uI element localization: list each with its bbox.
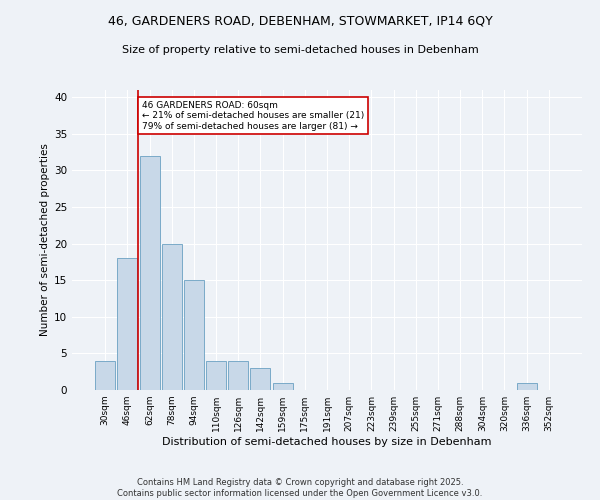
- Bar: [272, 382, 293, 390]
- Bar: [250, 368, 271, 390]
- Bar: [517, 382, 536, 390]
- Bar: [162, 244, 182, 390]
- Bar: [95, 360, 115, 390]
- Bar: [184, 280, 204, 390]
- Bar: [228, 360, 248, 390]
- Text: 46, GARDENERS ROAD, DEBENHAM, STOWMARKET, IP14 6QY: 46, GARDENERS ROAD, DEBENHAM, STOWMARKET…: [107, 15, 493, 28]
- Bar: [206, 360, 226, 390]
- Bar: [118, 258, 137, 390]
- Y-axis label: Number of semi-detached properties: Number of semi-detached properties: [40, 144, 50, 336]
- Text: 46 GARDENERS ROAD: 60sqm
← 21% of semi-detached houses are smaller (21)
79% of s: 46 GARDENERS ROAD: 60sqm ← 21% of semi-d…: [142, 101, 364, 131]
- X-axis label: Distribution of semi-detached houses by size in Debenham: Distribution of semi-detached houses by …: [162, 437, 492, 447]
- Text: Size of property relative to semi-detached houses in Debenham: Size of property relative to semi-detach…: [122, 45, 478, 55]
- Bar: [140, 156, 160, 390]
- Text: Contains HM Land Registry data © Crown copyright and database right 2025.
Contai: Contains HM Land Registry data © Crown c…: [118, 478, 482, 498]
